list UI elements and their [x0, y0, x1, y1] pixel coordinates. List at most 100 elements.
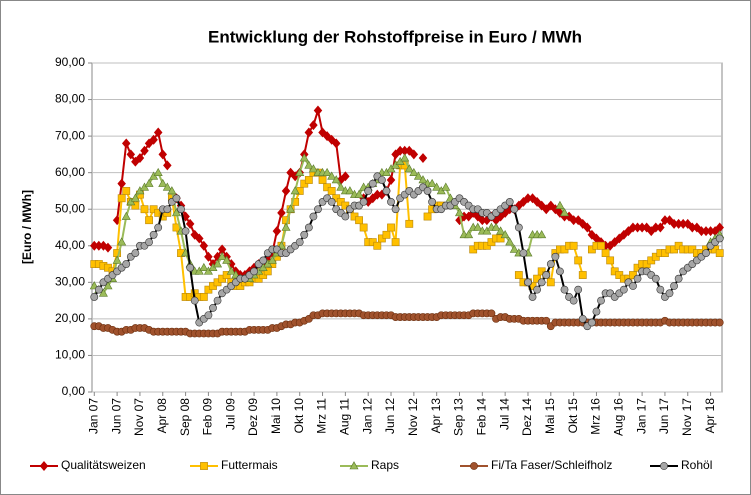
marker	[199, 240, 209, 251]
marker	[153, 167, 163, 176]
marker	[126, 149, 136, 160]
x-tick-label: Aug 16	[611, 398, 625, 436]
x-tick-label: Feb 14	[474, 398, 488, 436]
marker	[574, 285, 583, 294]
marker	[583, 222, 592, 233]
marker	[542, 316, 551, 325]
marker	[505, 237, 515, 246]
marker	[432, 182, 442, 191]
marker	[537, 200, 546, 211]
marker	[331, 138, 341, 149]
x-tick-label: Nov 07	[132, 398, 146, 436]
marker	[217, 251, 227, 261]
marker	[162, 182, 172, 191]
marker	[117, 178, 126, 189]
marker	[715, 249, 724, 257]
marker	[250, 267, 258, 276]
marker	[551, 252, 560, 261]
marker	[601, 249, 610, 257]
marker	[519, 249, 528, 257]
marker	[314, 205, 322, 214]
y-axis-label: [Euro / MWh]	[20, 190, 34, 264]
marker	[222, 271, 231, 279]
marker	[386, 175, 396, 185]
x-tick-label: Feb 09	[201, 398, 215, 436]
marker	[670, 282, 678, 290]
marker	[281, 222, 291, 231]
legend-marker	[39, 461, 49, 471]
marker	[427, 178, 437, 187]
marker	[391, 205, 400, 214]
marker	[131, 201, 140, 210]
marker	[304, 160, 314, 169]
marker	[413, 171, 423, 180]
marker	[619, 285, 628, 294]
x-tick-label: Jul 09	[223, 398, 237, 430]
marker	[587, 318, 596, 327]
x-tick-label: Jan 12	[360, 398, 374, 434]
marker	[405, 219, 414, 228]
marker	[290, 186, 300, 195]
x-tick-label: Jun 12	[383, 398, 397, 434]
marker	[404, 164, 414, 173]
marker	[656, 285, 665, 294]
marker	[341, 171, 350, 182]
marker	[629, 282, 637, 290]
marker	[140, 145, 149, 156]
marker	[423, 212, 432, 221]
marker	[308, 164, 318, 173]
marker	[578, 314, 587, 323]
marker	[651, 274, 660, 283]
marker	[537, 229, 547, 239]
marker	[277, 207, 286, 218]
legend-label: Futtermais	[221, 458, 278, 472]
marker	[209, 304, 217, 312]
marker	[327, 134, 336, 145]
marker	[542, 271, 551, 279]
legend-label: Qualitätsweizen	[61, 458, 146, 472]
marker	[578, 271, 587, 279]
marker	[423, 187, 432, 195]
marker	[514, 223, 523, 232]
marker	[103, 242, 113, 253]
marker	[309, 212, 318, 221]
marker	[633, 274, 642, 283]
x-tick-label: Nov 17	[680, 398, 694, 436]
x-tick-label: Sep 08	[178, 398, 192, 436]
marker	[295, 238, 304, 247]
y-tick-label: 80,00	[55, 92, 85, 106]
marker	[546, 260, 555, 268]
marker	[199, 293, 208, 301]
marker	[222, 255, 232, 264]
marker	[509, 244, 519, 253]
y-tick-label: 40,00	[55, 238, 85, 252]
marker	[226, 266, 236, 275]
marker	[409, 149, 419, 160]
marker	[405, 145, 414, 156]
marker	[318, 176, 327, 184]
marker	[135, 153, 145, 164]
marker	[304, 223, 313, 232]
x-tick-label: Jan 07	[86, 398, 100, 434]
x-tick-label: Jun 17	[657, 398, 671, 434]
marker	[359, 198, 368, 206]
marker	[597, 241, 605, 250]
marker	[158, 149, 168, 160]
marker	[130, 193, 140, 202]
marker	[195, 233, 204, 244]
y-tick-label: 60,00	[55, 165, 85, 179]
marker	[354, 189, 364, 198]
marker	[345, 186, 355, 195]
marker	[656, 222, 665, 233]
marker	[377, 176, 386, 184]
marker	[327, 187, 336, 195]
marker	[313, 105, 323, 116]
x-tick-label: Aug 11	[338, 398, 352, 435]
marker	[267, 255, 277, 264]
marker	[496, 226, 506, 235]
marker	[145, 216, 153, 225]
marker	[569, 296, 578, 305]
marker	[131, 249, 140, 257]
marker	[473, 222, 483, 231]
